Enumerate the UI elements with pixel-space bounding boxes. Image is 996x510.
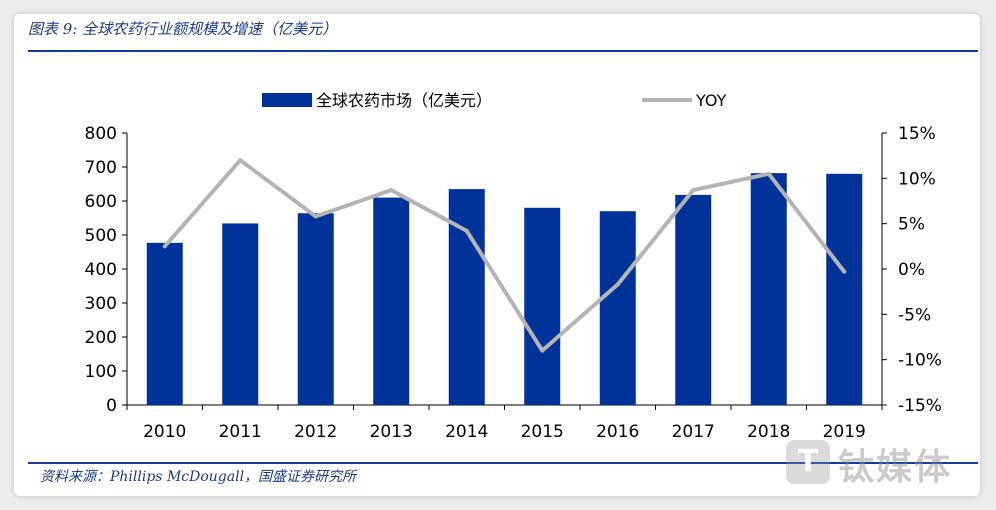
bar bbox=[297, 213, 334, 405]
legend-label-market: 全球农药市场（亿美元） bbox=[316, 91, 492, 110]
right-tick-label: 10% bbox=[898, 169, 936, 189]
yoy-point bbox=[389, 188, 394, 193]
yoy-point bbox=[162, 244, 167, 249]
left-tick-label: 300 bbox=[85, 294, 117, 314]
source-note: 资料来源：Phillips McDougall，国盛证券研究所 bbox=[40, 469, 357, 485]
watermark: T 钛媒体 bbox=[786, 438, 976, 490]
yoy-line bbox=[163, 158, 846, 353]
left-tick-label: 0 bbox=[106, 396, 117, 416]
x-tick-label: 2013 bbox=[370, 422, 413, 442]
watermark-logo-icon: T bbox=[786, 440, 830, 484]
right-tick-label: -10% bbox=[898, 351, 942, 371]
bar bbox=[750, 173, 787, 405]
right-tick-label: -5% bbox=[898, 305, 931, 325]
yoy-point bbox=[313, 214, 318, 219]
bar bbox=[373, 197, 410, 405]
bar bbox=[448, 189, 485, 405]
x-tick-label: 2017 bbox=[672, 422, 715, 442]
x-tick-label: 2014 bbox=[445, 422, 488, 442]
x-tick-label: 2018 bbox=[747, 422, 790, 442]
bar bbox=[524, 207, 561, 405]
x-tick-label: 2012 bbox=[294, 422, 337, 442]
yoy-point bbox=[540, 348, 545, 353]
x-tick-label: 2016 bbox=[596, 422, 639, 442]
bar bbox=[599, 211, 636, 405]
bar-series bbox=[146, 173, 863, 405]
left-tick-label: 700 bbox=[85, 158, 117, 178]
yoy-point bbox=[691, 188, 696, 193]
watermark-text: 钛媒体 bbox=[838, 447, 953, 488]
bar bbox=[675, 194, 712, 405]
left-tick-label: 600 bbox=[85, 192, 117, 212]
x-tick-label: 2019 bbox=[823, 422, 866, 442]
yoy-series bbox=[162, 158, 847, 353]
figure-title: 图表 9: 全球农药行业额规模及增速（亿美元） bbox=[28, 20, 338, 38]
x-tick-label: 2011 bbox=[219, 422, 262, 442]
left-tick-label: 500 bbox=[85, 226, 117, 246]
chart-axes: 0 100 200 300 400 500 600 700 800 -15% -10% -5% 0% 5%… bbox=[85, 124, 942, 442]
x-tick-label: 2015 bbox=[521, 422, 564, 442]
right-tick-label: 15% bbox=[898, 124, 936, 144]
yoy-point bbox=[615, 282, 620, 287]
legend-label-yoy: YOY bbox=[695, 91, 727, 110]
left-tick-label: 400 bbox=[85, 260, 117, 280]
left-tick-label: 800 bbox=[85, 124, 117, 144]
right-tick-label: 5% bbox=[898, 215, 925, 235]
yoy-point bbox=[842, 269, 847, 274]
left-tick-label: 100 bbox=[85, 362, 117, 382]
right-tick-label: -15% bbox=[898, 396, 942, 416]
bar bbox=[826, 173, 863, 405]
yoy-point bbox=[766, 171, 771, 176]
x-tick-label: 2010 bbox=[143, 422, 186, 442]
legend: 全球农药市场（亿美元） YOY bbox=[262, 91, 727, 110]
title-rule bbox=[28, 50, 978, 52]
left-tick-label: 200 bbox=[85, 328, 117, 348]
yoy-point bbox=[464, 228, 469, 233]
right-tick-label: 0% bbox=[898, 260, 925, 280]
bar bbox=[222, 223, 259, 405]
bar bbox=[146, 242, 183, 405]
legend-swatch-market bbox=[262, 93, 312, 107]
yoy-point bbox=[238, 158, 243, 163]
source-rule bbox=[28, 462, 978, 464]
